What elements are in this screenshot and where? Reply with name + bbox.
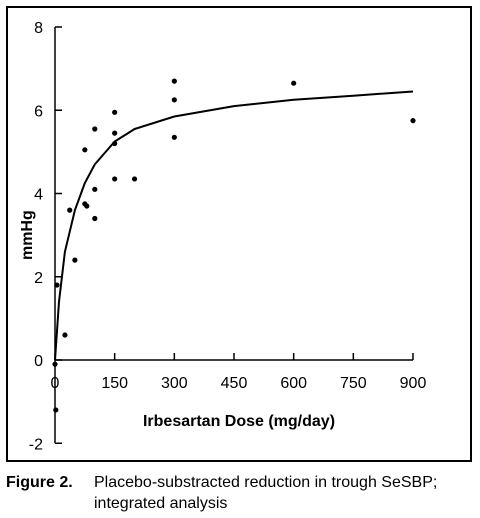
data-point: [82, 147, 88, 153]
x-tick-label: 0: [51, 375, 60, 392]
data-point: [53, 407, 59, 413]
y-axis-title: mmHg: [19, 210, 36, 260]
data-point: [92, 215, 98, 222]
x-tick-label: 900: [400, 375, 427, 392]
data-point: [171, 97, 177, 103]
x-tick-label: 450: [221, 375, 248, 392]
caption-label: Figure 2.: [6, 474, 73, 491]
data-point: [72, 257, 78, 263]
data-point: [62, 332, 68, 338]
data-point: [84, 203, 90, 209]
data-point: [92, 186, 98, 192]
data-point: [52, 361, 58, 367]
scatter-plot: -2 0 2 4 6 8 0 150 300 450 600 750 900 Irbesartan Dos…: [19, 20, 427, 453]
y-tick-label: 8: [34, 20, 43, 37]
x-tick-label: 750: [340, 375, 367, 392]
data-point: [131, 176, 138, 182]
x-tick-label: 150: [101, 375, 128, 392]
fitted-curve: [54, 90, 414, 361]
y-tick-label: 6: [34, 103, 43, 120]
data-point: [291, 80, 297, 86]
data-point: [171, 134, 177, 140]
data-point: [112, 140, 118, 147]
x-axis-title: Irbesartan Dose (mg/day): [143, 413, 335, 430]
data-point: [112, 176, 118, 182]
data-point: [92, 126, 98, 132]
caption-text: Placebo-substracted reduction in trough …: [94, 474, 438, 512]
y-tick-label: 4: [34, 187, 43, 204]
data-point: [112, 109, 118, 115]
y-tick-label: 0: [34, 353, 43, 370]
data-point: [112, 130, 118, 136]
data-point: [410, 118, 416, 124]
data-point: [54, 282, 60, 288]
figure-frame: [6, 6, 472, 462]
data-point: [171, 78, 177, 84]
y-tick-label: -2: [29, 436, 43, 453]
data-point: [67, 207, 73, 213]
x-tick-label: 300: [161, 375, 188, 392]
y-tick-label: 2: [34, 270, 43, 287]
x-tick-label: 600: [280, 375, 307, 392]
